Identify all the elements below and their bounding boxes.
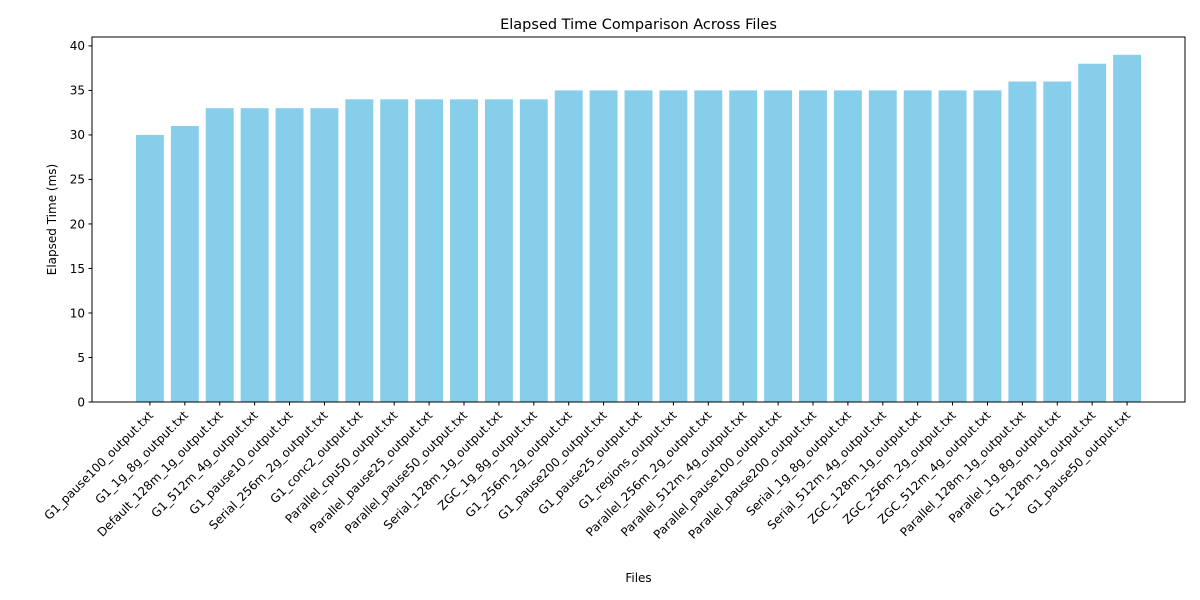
bar — [415, 99, 444, 402]
bar — [729, 90, 758, 402]
bar — [519, 99, 548, 402]
bars-group — [135, 54, 1142, 403]
bar — [694, 90, 723, 402]
bar — [938, 90, 967, 402]
bar — [1113, 54, 1142, 403]
y-tick-label: 15 — [70, 262, 85, 276]
bar — [135, 134, 164, 403]
y-tick-label: 25 — [70, 173, 85, 187]
bar — [1043, 81, 1072, 402]
x-axis: G1_pause100_output.txtG1_1g_8g_output.tx… — [42, 402, 1133, 542]
bar — [205, 108, 234, 402]
y-tick-label: 35 — [70, 84, 85, 98]
x-tick-label: Parallel_pause200_output.txt — [686, 408, 820, 542]
y-tick-label: 10 — [70, 306, 85, 320]
chart-title: Elapsed Time Comparison Across Files — [500, 17, 777, 33]
bar — [170, 126, 199, 403]
bar — [275, 108, 304, 402]
y-axis-title: Elapsed Time (ms) — [45, 164, 59, 275]
bar — [1078, 63, 1107, 403]
y-tick-label: 30 — [70, 128, 85, 142]
bar — [764, 90, 793, 402]
bar — [554, 90, 583, 402]
bar — [833, 90, 862, 402]
bar — [589, 90, 618, 402]
x-axis-title: Files — [625, 571, 651, 585]
plot-frame — [91, 36, 1186, 403]
bar — [380, 99, 409, 402]
y-tick-label: 0 — [77, 395, 85, 409]
bar — [659, 90, 688, 402]
y-tick-label: 40 — [70, 39, 85, 53]
y-axis: 0 5 10 15 20 25 30 35 40 — [70, 39, 92, 409]
bar — [903, 90, 932, 402]
bar — [868, 90, 897, 402]
bar — [450, 99, 478, 402]
bar — [624, 90, 653, 402]
bar — [240, 108, 269, 402]
bar — [310, 108, 339, 402]
bar — [1008, 81, 1037, 402]
bar — [799, 90, 827, 402]
bar — [345, 99, 374, 402]
bar — [484, 99, 513, 402]
y-tick-label: 5 — [77, 351, 85, 365]
y-tick-label: 20 — [70, 217, 85, 231]
bar — [973, 90, 1002, 402]
